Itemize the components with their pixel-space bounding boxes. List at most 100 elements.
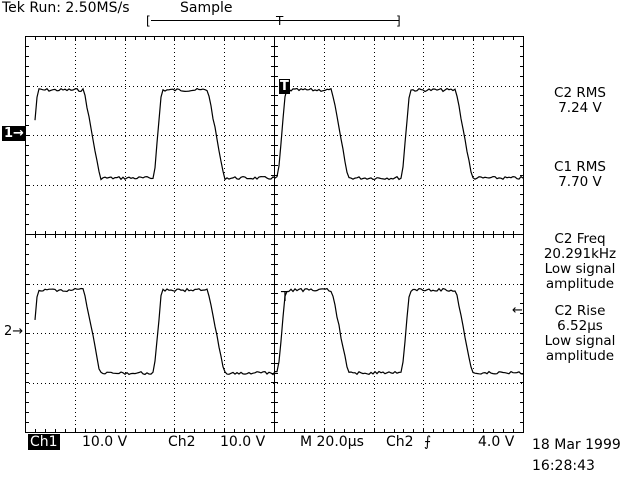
grid-dot [473, 172, 474, 173]
record-line [151, 20, 399, 21]
grid-dot [465, 185, 466, 186]
grid-dot [197, 185, 198, 186]
grid-dot [65, 86, 66, 87]
grid-dot [301, 333, 302, 334]
edge-tick [55, 36, 56, 40]
grid-dot [75, 248, 76, 249]
edge-tick [65, 429, 66, 433]
grid-dot [441, 333, 442, 334]
measurement-title: C2 Rise [554, 303, 606, 319]
grid-dot [205, 86, 206, 87]
grid-dot [174, 420, 175, 421]
axis-tick [115, 231, 116, 238]
grid-dot [174, 252, 175, 253]
grid-dot [425, 135, 426, 136]
grid-dot [423, 292, 424, 293]
grid-dot [174, 172, 175, 173]
grid-dot [423, 100, 424, 101]
axis-tick [354, 231, 355, 238]
axis-tick [304, 231, 305, 238]
ch1-trace [34, 87, 524, 181]
edge-tick [520, 175, 524, 176]
grid-dot [421, 383, 422, 384]
measurement-c2-rms: C2 RMS 7.24 V [528, 86, 632, 116]
grid-dot [421, 86, 422, 87]
grid-dot [423, 392, 424, 393]
grid-dot [174, 216, 175, 217]
grid-dot [374, 244, 375, 245]
grid-dot [224, 324, 225, 325]
grid-dot [301, 185, 302, 186]
grid-dot [473, 208, 474, 209]
grid-dot [374, 328, 375, 329]
grid-dot [125, 180, 126, 181]
grid-dot [374, 288, 375, 289]
grid-dot [77, 333, 78, 334]
grid-dot [423, 40, 424, 41]
grid-dot [197, 333, 198, 334]
grid-dot [217, 185, 218, 186]
grid-dot [141, 86, 142, 87]
grid-dot [324, 248, 325, 249]
edge-tick [520, 194, 524, 195]
grid-dot [221, 86, 222, 87]
grid-dot [201, 185, 202, 186]
grid-dot [517, 185, 518, 186]
grid-dot [501, 383, 502, 384]
grid-dot [324, 72, 325, 73]
axis-tick [364, 231, 365, 238]
edge-tick [25, 86, 29, 87]
grid-dot [105, 86, 106, 87]
edge-tick [433, 36, 434, 40]
grid-dot [125, 280, 126, 281]
axis-tick [473, 231, 474, 238]
grid-dot [261, 135, 262, 136]
grid-dot [201, 284, 202, 285]
grid-dot [423, 356, 424, 357]
edge-tick [520, 264, 524, 265]
grid-dot [473, 108, 474, 109]
grid-dot [113, 86, 114, 87]
axis-tick [125, 231, 126, 238]
axis-tick [135, 231, 136, 238]
grid-dot [181, 383, 182, 384]
grid-dot [325, 333, 326, 334]
grid-dot [324, 364, 325, 365]
grid-dot [174, 272, 175, 273]
grid-dot [324, 144, 325, 145]
grid-dot [125, 372, 126, 373]
grid-dot [469, 284, 470, 285]
grid-dot [101, 284, 102, 285]
grid-dot [353, 135, 354, 136]
grid-dot [374, 268, 375, 269]
grid-dot [324, 88, 325, 89]
edge-tick [105, 36, 106, 40]
grid-dot [75, 216, 76, 217]
grid-dot [509, 86, 510, 87]
grid-dot [149, 383, 150, 384]
grid-dot [423, 248, 424, 249]
edge-tick [25, 293, 29, 294]
capture-date: 18 Mar 1999 [532, 437, 621, 453]
grid-dot [374, 340, 375, 341]
grid-dot [174, 240, 175, 241]
axis-tick [503, 231, 504, 238]
grid-dot [374, 264, 375, 265]
edge-tick [520, 125, 524, 126]
grid-dot [413, 86, 414, 87]
grid-dot [493, 333, 494, 334]
axis-tick [244, 231, 245, 238]
ch2-ground-marker: 2→ [4, 324, 24, 339]
grid-dot [224, 396, 225, 397]
grid-dot [423, 384, 424, 385]
grid-dot [485, 333, 486, 334]
edge-tick [384, 36, 385, 40]
grid-dot [473, 344, 474, 345]
grid-dot [224, 124, 225, 125]
grid-dot [423, 128, 424, 129]
grid-dot [374, 320, 375, 321]
grid-dot [233, 135, 234, 136]
grid-dot [85, 383, 86, 384]
grid-dot [205, 284, 206, 285]
grid-dot [423, 408, 424, 409]
